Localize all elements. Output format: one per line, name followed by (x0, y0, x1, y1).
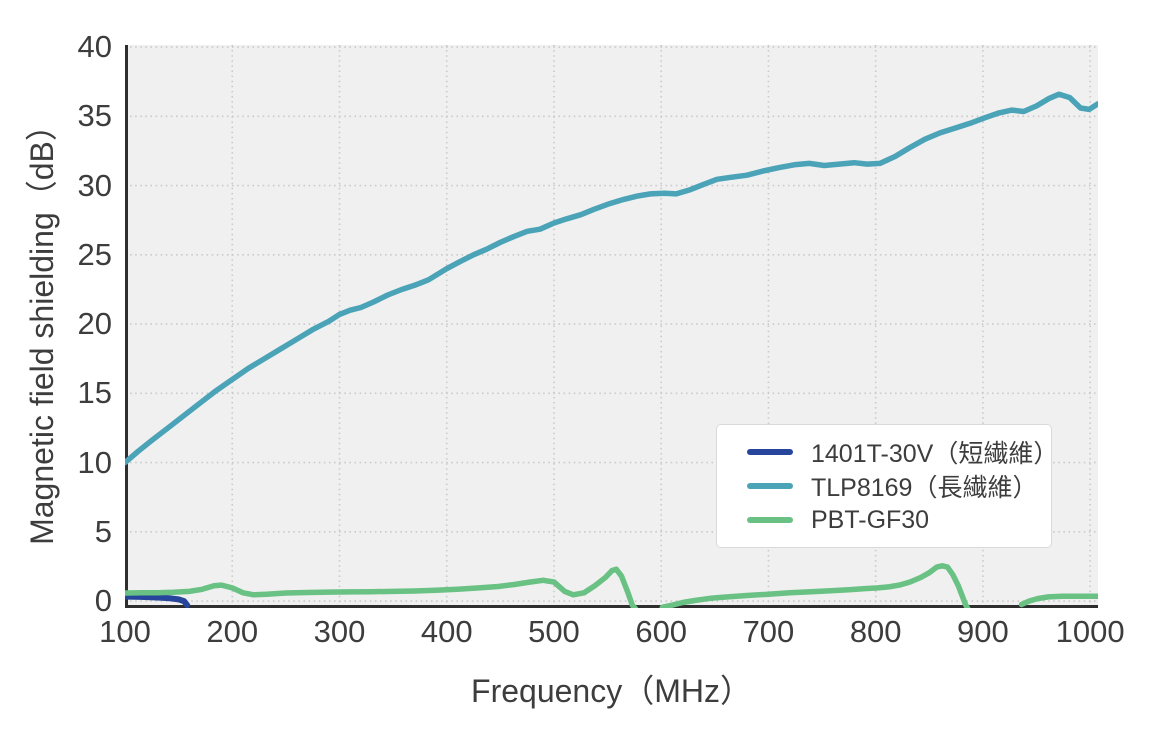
x-tick-label: 900 (957, 614, 1009, 649)
plot-area (125, 45, 1098, 608)
y-tick-label: 20 (77, 306, 112, 342)
legend: 1401T-30V（短繊維） TLP8169（長繊維） PBT-GF30 (716, 424, 1058, 548)
y-tick-label: 10 (77, 444, 112, 480)
y-tick-label: 0 (94, 583, 112, 619)
legend-item: PBT-GF30 (747, 503, 1051, 537)
series-line-2 (659, 563, 971, 608)
legend-line-swatch (747, 483, 793, 489)
legend-label: PBT-GF30 (811, 505, 930, 534)
y-tick-label: 15 (77, 375, 112, 411)
y-axis-label: Magnetic field shielding（dB） (24, 109, 60, 545)
x-tick-label: 500 (528, 614, 580, 649)
x-tick-label: 800 (849, 614, 902, 649)
series-line-2 (1018, 593, 1098, 608)
x-tick-label: 700 (742, 614, 795, 649)
legend-label: TLP8169（長繊維） (811, 474, 1038, 502)
legend-item: TLP8169（長繊維） (747, 469, 1051, 503)
x-tick-label: 600 (635, 614, 688, 649)
legend-label: 1401T-30V（短繊維） (811, 440, 1059, 468)
y-tick-label: 40 (77, 29, 112, 65)
y-tick-label: 5 (94, 513, 112, 549)
x-tick-label: 400 (420, 614, 473, 649)
series-line-2 (125, 566, 639, 608)
x-axis-label: Frequency（MHz） (471, 673, 752, 709)
x-tick-label: 100 (99, 614, 151, 649)
series-line-1 (125, 91, 1098, 466)
x-tick-label: 1000 (1055, 614, 1125, 649)
legend-line-swatch (747, 449, 793, 455)
series-line-0 (125, 593, 191, 608)
y-tick-label: 30 (77, 167, 112, 203)
x-tick-label: 300 (313, 614, 366, 649)
legend-item: 1401T-30V（短繊維） (747, 435, 1058, 469)
x-tick-label: 200 (206, 614, 259, 649)
y-tick-label: 25 (77, 236, 112, 272)
y-tick-label: 35 (77, 98, 112, 134)
legend-line-swatch (747, 517, 793, 523)
